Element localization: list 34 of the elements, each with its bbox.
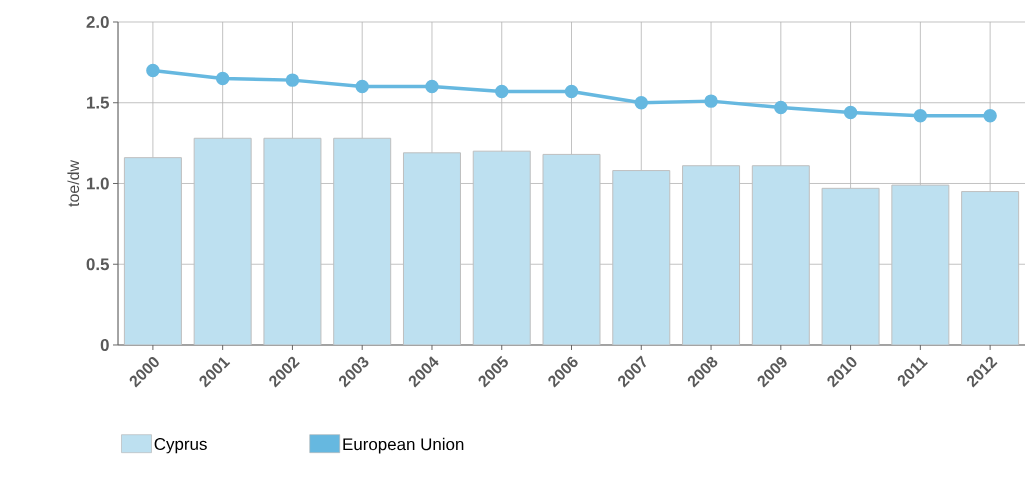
bar [961, 191, 1020, 345]
bar [542, 153, 601, 345]
y-tick-label: 1.5 [87, 96, 110, 109]
point [843, 105, 858, 120]
bar [123, 157, 182, 345]
bar [472, 150, 531, 345]
point [913, 108, 928, 123]
bar [891, 184, 950, 345]
y-tick-label: 1.0 [87, 177, 109, 190]
point [704, 94, 718, 108]
point [494, 84, 509, 99]
point [425, 79, 439, 94]
point [355, 79, 369, 94]
bar [751, 165, 810, 345]
legend-label: European Union [343, 437, 464, 454]
point [774, 100, 788, 115]
y-tick-label: 0.5 [86, 258, 110, 271]
y-tick-label: 0 [100, 338, 109, 351]
point [983, 108, 997, 123]
bar [333, 137, 392, 345]
bar [612, 170, 671, 345]
bar [821, 187, 880, 345]
bar [193, 137, 252, 345]
point [634, 95, 649, 110]
point [215, 71, 230, 86]
bar [682, 165, 741, 345]
point [564, 84, 579, 99]
bar [402, 152, 461, 345]
legend-label: Cyprus [154, 438, 207, 454]
point [285, 73, 300, 87]
y-tick-label: 2.0 [86, 15, 109, 28]
y-axis-title: toe/dw [67, 159, 80, 207]
bar [263, 137, 322, 345]
point [146, 63, 160, 78]
